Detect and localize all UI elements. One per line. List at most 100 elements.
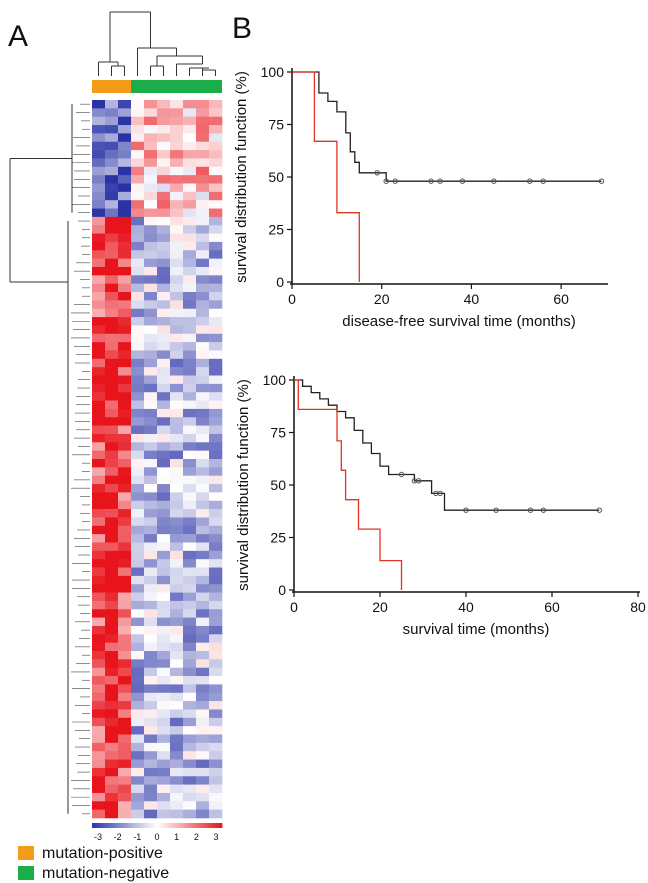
- heatmap-cell: [183, 258, 197, 268]
- heatmap-cell: [157, 584, 171, 593]
- heatmap-cell: [118, 625, 132, 635]
- heatmap-cell: [144, 400, 158, 410]
- heatmap-cell: [183, 676, 197, 685]
- heatmap-cell: [105, 375, 119, 385]
- heatmap-cell: [170, 492, 184, 502]
- heatmap-cell: [170, 100, 184, 109]
- heatmap-cell: [170, 150, 184, 159]
- heatmap-cell: [170, 325, 184, 335]
- heatmap-cell: [92, 158, 106, 168]
- heatmap-cell: [157, 216, 171, 226]
- heatmap-cell: [92, 266, 106, 276]
- color-scale-step: [202, 823, 207, 828]
- heatmap-cell: [118, 400, 132, 410]
- heatmap-cell: [118, 425, 132, 435]
- heatmap-cell: [144, 100, 158, 109]
- heatmap-cell: [209, 292, 223, 301]
- color-scale-step: [134, 823, 138, 828]
- heatmap-cell: [118, 375, 132, 385]
- heatmap-cell: [196, 283, 210, 293]
- heatmap-cell: [92, 776, 106, 785]
- heatmap-cell: [131, 567, 145, 577]
- heatmap-cell: [196, 200, 210, 209]
- heatmap-cell: [170, 375, 184, 385]
- heatmap-cell: [118, 158, 132, 168]
- heatmap-cell: [209, 392, 223, 401]
- y-tick-label: 100: [261, 64, 285, 80]
- heatmap-cell: [183, 392, 197, 401]
- heatmap-cell: [131, 509, 145, 518]
- heatmap-cell: [183, 559, 197, 568]
- heatmap-cell: [92, 801, 106, 810]
- heatmap-cell: [157, 792, 171, 802]
- heatmap-cell: [118, 250, 132, 259]
- heatmap-cell: [183, 166, 197, 176]
- color-scale-step: [170, 823, 174, 828]
- heatmap-cell: [157, 383, 171, 393]
- heatmap-cell: [105, 792, 119, 802]
- heatmap-cell: [92, 709, 106, 719]
- heatmap-cell: [144, 383, 158, 393]
- heatmap-cell: [157, 717, 171, 727]
- heatmap-cell: [183, 550, 197, 560]
- heatmap-cell: [209, 241, 223, 251]
- heatmap-cell: [144, 275, 158, 284]
- heatmap-cell: [105, 734, 119, 744]
- heatmap-cell: [131, 166, 145, 176]
- heatmap-cell: [118, 542, 132, 552]
- heatmap-cell: [131, 216, 145, 226]
- heatmap-cell: [92, 342, 106, 351]
- heatmap-cell: [144, 408, 158, 418]
- heatmap-cell: [157, 550, 171, 560]
- heatmap-cell: [144, 734, 158, 744]
- heatmap-cell: [183, 634, 197, 643]
- heatmap-cell: [157, 191, 171, 201]
- heatmap-cell: [105, 150, 119, 159]
- heatmap-cell: [92, 567, 106, 577]
- km-curve-mutation-positive: [292, 71, 360, 282]
- heatmap-cell: [170, 241, 184, 251]
- heatmap-cell: [92, 617, 106, 627]
- heatmap-cell: [183, 625, 197, 635]
- heatmap-cell: [157, 100, 171, 109]
- color-scale-step: [218, 823, 223, 828]
- x-tick-label: 40: [464, 291, 480, 307]
- heatmap-cell: [209, 425, 223, 435]
- heatmap-cell: [144, 175, 158, 184]
- panel-letter-a: A: [8, 20, 28, 53]
- color-scale-step: [166, 823, 171, 828]
- heatmap-cell: [92, 625, 106, 635]
- color-scale-tick: 2: [194, 832, 199, 842]
- heatmap-cell: [131, 726, 145, 735]
- heatmap-cell: [196, 383, 210, 393]
- heatmap-cell: [131, 225, 145, 234]
- heatmap-cell: [196, 592, 210, 602]
- heatmap-cell: [157, 484, 171, 493]
- censor-mark: [596, 507, 602, 513]
- heatmap-cell: [170, 776, 184, 785]
- x-tick-label: 60: [553, 291, 569, 307]
- heatmap-cell: [196, 333, 210, 343]
- heatmap-cell: [170, 784, 184, 794]
- heatmap-cell: [118, 200, 132, 209]
- heatmap-cell: [105, 158, 119, 168]
- heatmap-cell: [196, 233, 210, 243]
- heatmap-cell: [170, 233, 184, 243]
- heatmap-cell: [92, 317, 106, 326]
- heatmap-cell: [92, 100, 106, 109]
- heatmap-cell: [196, 525, 210, 535]
- heatmap-cell: [157, 542, 171, 552]
- heatmap-cell: [183, 417, 197, 426]
- heatmap-cell: [157, 742, 171, 752]
- heatmap-cell: [92, 751, 106, 760]
- heatmap-cell: [118, 534, 132, 543]
- heatmap-cell: [92, 208, 106, 218]
- heatmap-cell: [157, 292, 171, 301]
- heatmap-cell: [144, 442, 158, 451]
- heatmap-cell: [118, 684, 132, 694]
- heatmap-cell: [196, 609, 210, 618]
- heatmap-cell: [170, 266, 184, 276]
- heatmap-cell: [105, 809, 119, 819]
- heatmap-cell: [118, 726, 132, 735]
- heatmap-cell: [105, 241, 119, 251]
